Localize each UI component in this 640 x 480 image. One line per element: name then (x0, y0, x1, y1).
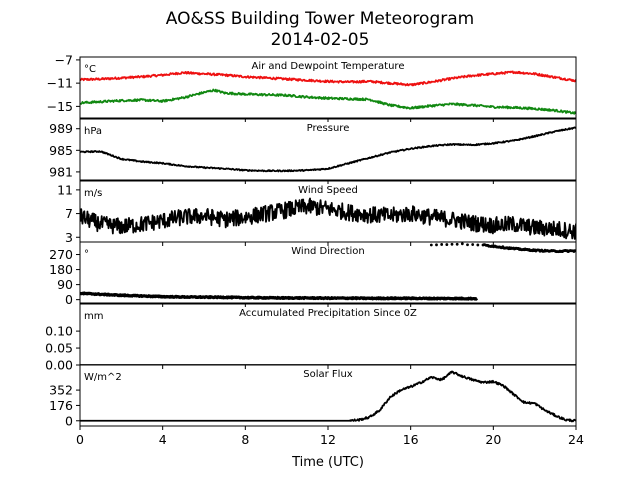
panel-title: Wind Direction (291, 246, 365, 257)
panel-title: Air and Dewpoint Temperature (252, 61, 405, 72)
direction-point (445, 243, 449, 246)
x-tick-label: 4 (159, 432, 167, 447)
panel-title: Pressure (307, 123, 350, 134)
series-1-line (80, 291, 479, 301)
series-1-line (80, 370, 576, 423)
series-1-line (80, 197, 576, 240)
series-1-line (80, 70, 576, 87)
direction-point (429, 243, 433, 247)
x-axis-label: Time (UTC) (291, 455, 364, 470)
panels: −7 −11 −15 Air and Dewpoint Temperature °C 98… (45, 52, 577, 430)
x-tick-label: 24 (568, 432, 584, 447)
x-tick-label: 12 (320, 432, 336, 447)
panel-unit: °C (84, 64, 96, 75)
x-axis: 0 4 8 12 16 20 24 (76, 432, 584, 447)
y-tick-label: 981 (49, 164, 73, 179)
y-tick-label: 176 (49, 398, 73, 413)
direction-point (476, 243, 480, 247)
y-tick-label: 352 (49, 383, 73, 398)
y-tick-label: −7 (55, 52, 73, 67)
direction-point (455, 242, 459, 246)
y-tick-label: 90 (57, 277, 73, 292)
panel-unit: hPa (84, 126, 102, 137)
direction-point (471, 243, 475, 246)
direction-point (450, 242, 454, 246)
y-tick-label: 0.05 (45, 341, 73, 356)
y-tick-label: 7 (65, 206, 73, 221)
x-tick-label: 20 (485, 432, 501, 447)
panel-5: 0.10 0.05 0.00 Accumulated Precipitation Si… (45, 303, 577, 373)
series-2-line (80, 88, 576, 115)
panel-title: Solar Flux (303, 369, 353, 380)
y-tick-label: 3 (65, 230, 73, 245)
y-tick-label: −11 (47, 76, 73, 91)
y-tick-label: 180 (49, 262, 73, 277)
panel-unit: mm (84, 311, 103, 322)
series-1-line (80, 126, 576, 173)
series-2-points (429, 242, 576, 254)
x-tick-label: 8 (241, 432, 249, 447)
direction-point (440, 243, 444, 246)
direction-point (466, 243, 469, 247)
y-tick-label: 11 (57, 182, 73, 197)
y-tick-label: 0 (65, 292, 73, 307)
panel-unit: W/m^2 (84, 372, 122, 383)
y-tick-label: −15 (47, 99, 73, 114)
y-tick-label: 989 (49, 121, 73, 136)
y-tick-label: 0.10 (45, 324, 73, 339)
y-tick-label: 0 (65, 413, 73, 428)
panel-3: 11 7 3 Wind Speed m/s (57, 180, 577, 246)
y-tick-label: 0.00 (45, 358, 73, 373)
x-tick-label: 16 (403, 432, 419, 447)
y-tick-label: 270 (49, 247, 73, 262)
panel-2: 989 985 981 Pressure hPa (49, 118, 577, 184)
chart-title: AO&SS Building Tower Meteorogram (166, 9, 474, 29)
x-tick-label: 0 (76, 432, 84, 447)
panel-title: Wind Speed (298, 185, 358, 196)
panel-1: −7 −11 −15 Air and Dewpoint Temperature °C (47, 52, 577, 122)
direction-point (460, 242, 464, 246)
direction-point (435, 243, 438, 247)
chart-subtitle: 2014-02-05 (271, 30, 370, 50)
panel-title: Accumulated Precipitation Since 0Z (239, 308, 417, 319)
y-tick-label: 985 (49, 143, 73, 158)
panel-unit: m/s (84, 188, 102, 199)
panel-unit: ° (84, 249, 89, 260)
